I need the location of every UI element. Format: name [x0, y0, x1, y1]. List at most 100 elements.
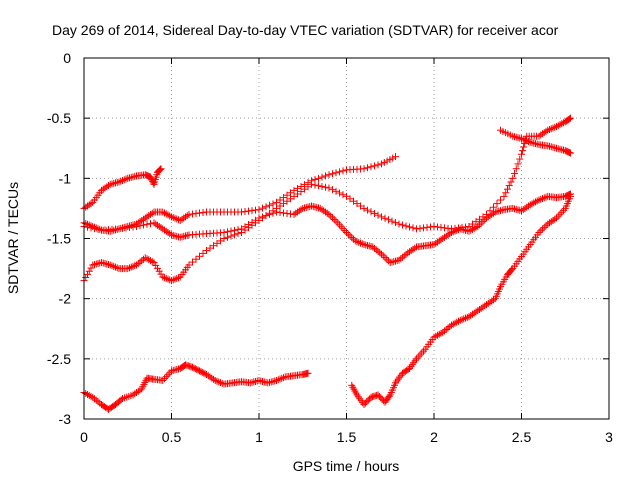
data-point — [369, 243, 377, 251]
data-point — [315, 174, 322, 182]
data-point — [185, 261, 193, 269]
data-point — [112, 263, 119, 271]
data-point — [540, 223, 548, 231]
data-point — [255, 214, 263, 222]
data-point — [269, 200, 277, 208]
data-point — [358, 240, 366, 248]
data-point — [231, 226, 238, 234]
data-point — [537, 227, 545, 235]
data-point — [460, 315, 468, 323]
data-point — [127, 263, 135, 271]
data-point — [477, 219, 485, 227]
data-point — [546, 125, 553, 133]
y-tick-label: -1 — [59, 170, 72, 186]
data-point — [154, 264, 161, 272]
data-point — [493, 200, 501, 208]
data-point — [416, 351, 424, 359]
data-point — [539, 195, 546, 203]
data-point — [213, 377, 221, 385]
data-point — [156, 166, 164, 174]
data-point — [224, 228, 231, 236]
data-point — [266, 210, 273, 218]
data-point — [520, 143, 528, 151]
y-tick-label: -3 — [59, 411, 72, 427]
data-point — [512, 165, 520, 173]
chart-title: Day 269 of 2014, Sidereal Day-to-day VTE… — [52, 22, 559, 38]
data-point — [337, 223, 345, 231]
data-point — [339, 191, 347, 199]
x-tick-label: 2 — [430, 429, 438, 445]
data-point — [462, 314, 469, 322]
x-tick-label: 0.5 — [162, 429, 182, 445]
data-point — [346, 232, 354, 240]
data-point — [136, 258, 144, 266]
data-point — [325, 171, 333, 179]
data-point — [508, 266, 516, 274]
data-point — [476, 221, 483, 229]
data-point — [94, 398, 102, 406]
y-tick-label: -0.5 — [47, 110, 71, 126]
data-point — [157, 270, 165, 278]
data-point — [327, 212, 335, 220]
data-points — [80, 114, 574, 413]
data-point — [82, 220, 90, 228]
data-point — [490, 203, 497, 211]
data-point — [406, 223, 413, 231]
data-point — [397, 255, 405, 263]
data-point — [278, 374, 286, 382]
data-point — [379, 252, 387, 260]
series-track-a — [80, 165, 165, 212]
data-point — [514, 160, 522, 168]
series-track-c — [80, 114, 574, 285]
data-point — [162, 373, 170, 381]
data-point — [348, 234, 356, 242]
data-point — [183, 212, 191, 220]
series-track-g — [348, 192, 574, 409]
data-point — [266, 201, 273, 209]
data-point — [115, 178, 123, 186]
data-point — [276, 375, 284, 383]
data-point — [175, 274, 182, 282]
data-point — [509, 174, 517, 182]
data-point — [94, 225, 102, 233]
data-point — [304, 369, 312, 377]
data-point — [166, 212, 174, 220]
data-point — [371, 209, 378, 217]
data-point — [162, 274, 170, 282]
data-point — [414, 353, 422, 361]
data-point — [318, 173, 326, 181]
data-point — [535, 196, 543, 204]
data-point — [547, 125, 555, 133]
data-point — [329, 186, 336, 194]
data-point — [511, 170, 518, 178]
data-point — [159, 376, 167, 384]
data-point — [89, 393, 97, 401]
data-point — [82, 273, 90, 281]
data-point — [152, 261, 160, 269]
data-point — [523, 137, 531, 145]
data-point — [442, 325, 450, 333]
data-point — [395, 256, 403, 264]
data-point — [418, 349, 426, 357]
data-point — [360, 204, 368, 212]
data-point — [525, 138, 532, 146]
data-point — [173, 274, 181, 282]
data-point — [567, 149, 574, 157]
data-point — [374, 211, 382, 219]
data-point — [521, 136, 529, 144]
data-point — [105, 182, 112, 190]
data-point — [171, 275, 179, 283]
x-tick-label: 0 — [80, 429, 88, 445]
data-point — [567, 114, 574, 122]
data-point — [332, 187, 340, 195]
data-point — [134, 260, 142, 268]
data-point — [259, 213, 266, 221]
data-point — [542, 222, 550, 230]
data-point — [558, 208, 566, 216]
data-point — [150, 259, 158, 267]
data-point — [554, 212, 562, 220]
series-track-b — [80, 153, 399, 235]
data-point — [274, 376, 282, 384]
data-point — [392, 219, 399, 227]
data-point — [87, 224, 95, 232]
